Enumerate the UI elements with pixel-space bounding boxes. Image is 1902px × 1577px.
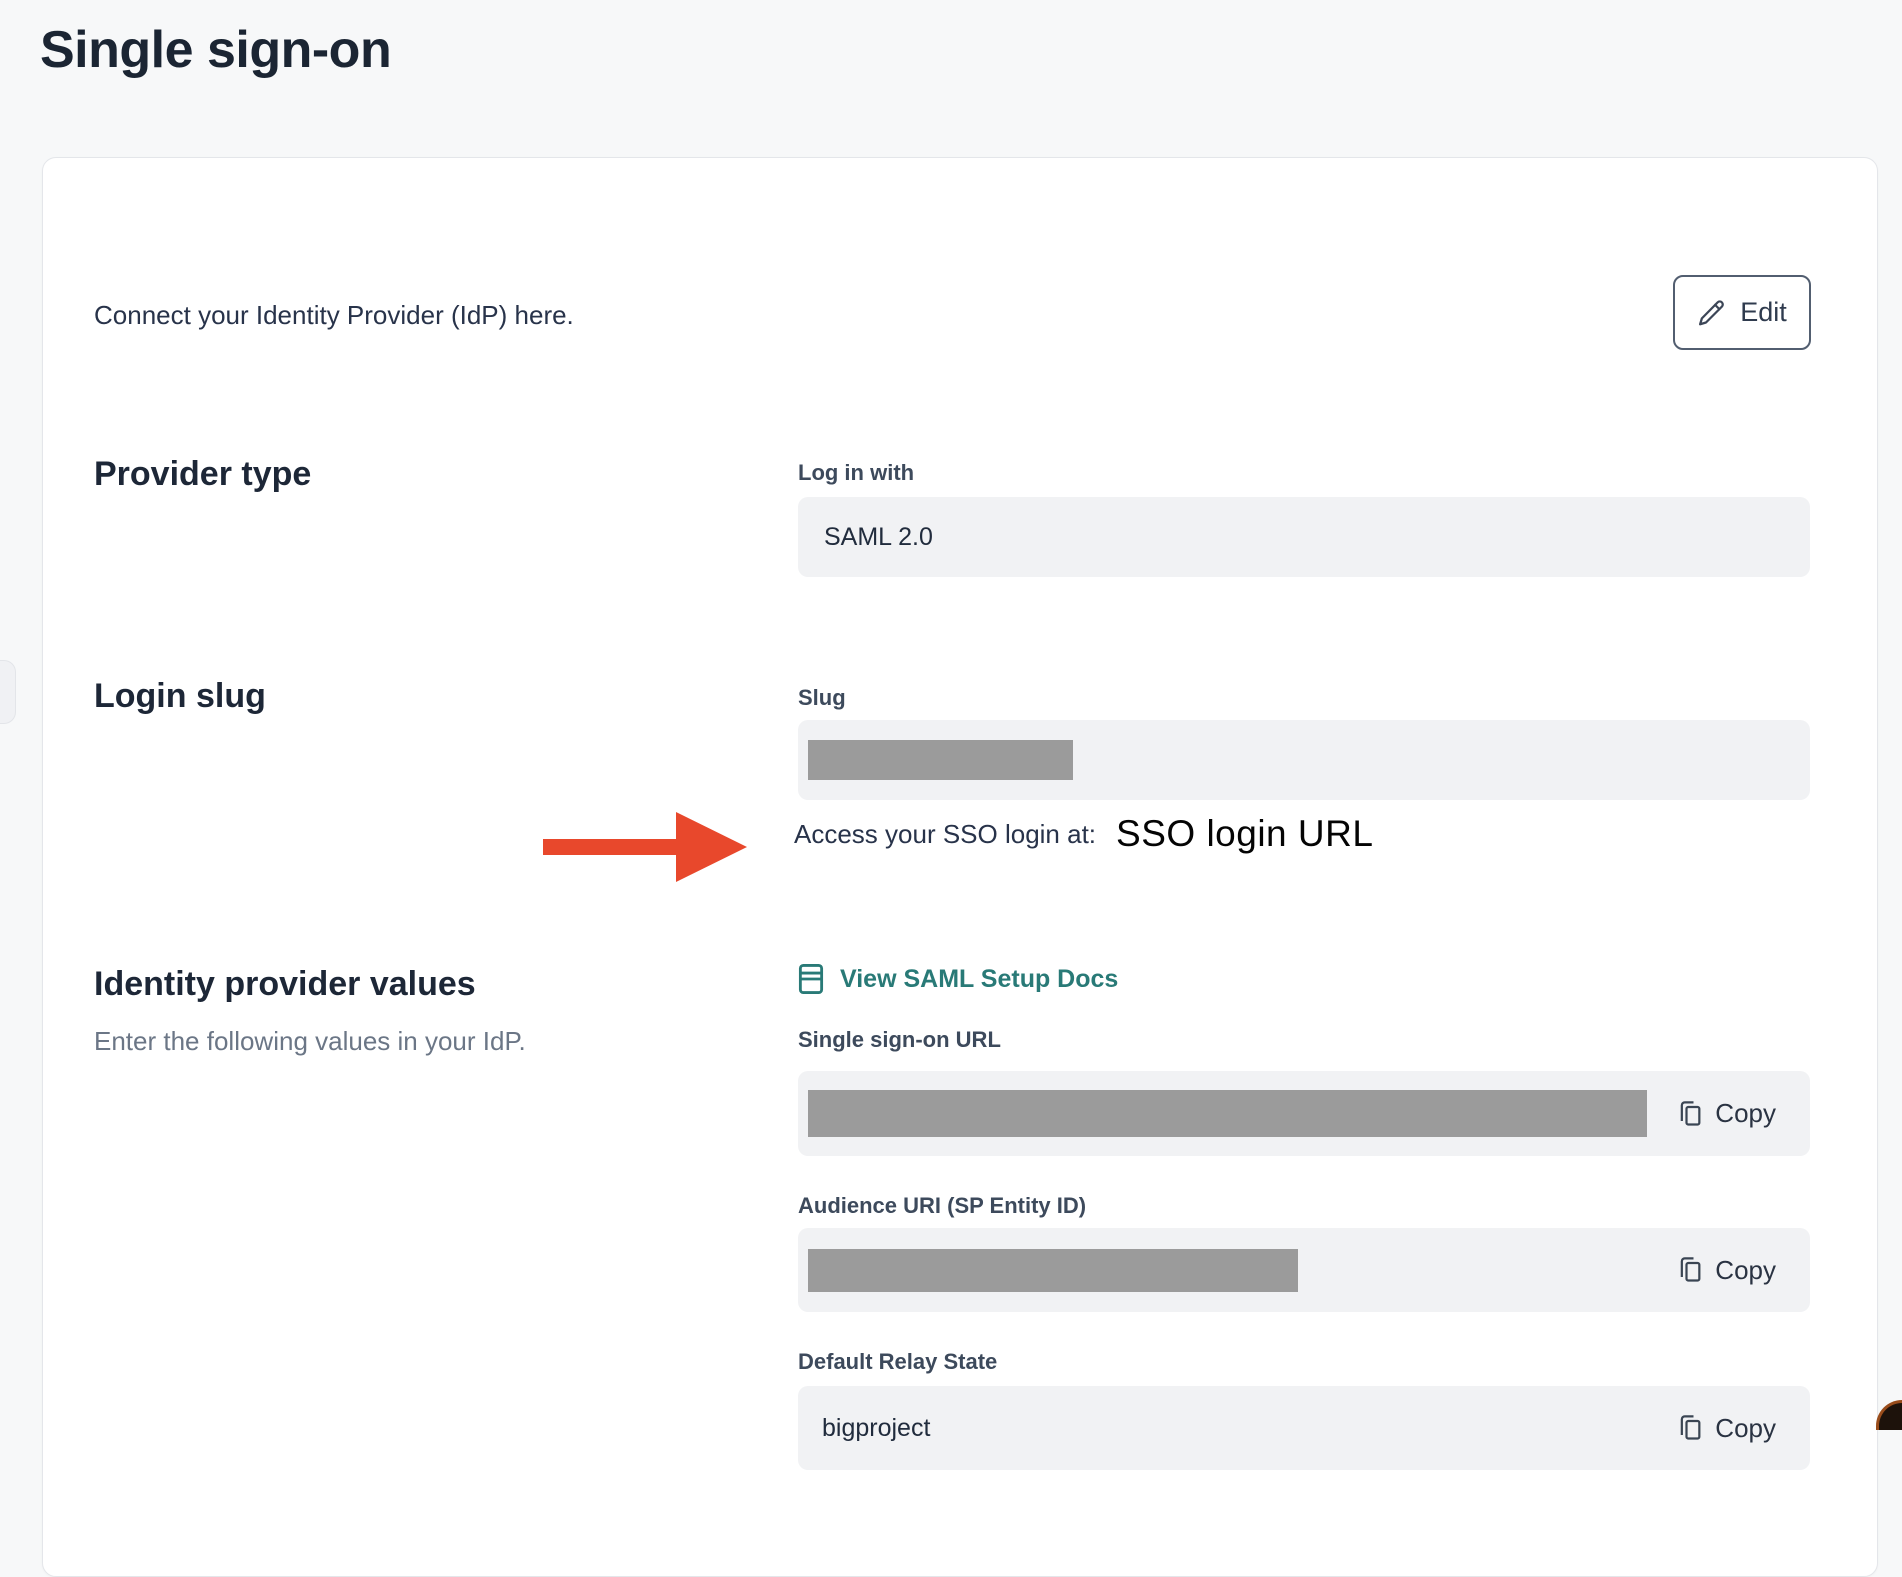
audience-uri-field: Copy [798, 1228, 1810, 1312]
slug-value-redacted [808, 740, 1073, 780]
provider-type-heading: Provider type [94, 455, 312, 493]
intro-text: Connect your Identity Provider (IdP) her… [94, 300, 574, 330]
window-corner-artifact [1876, 1400, 1902, 1430]
copy-label: Copy [1715, 1098, 1776, 1128]
pencil-icon [1697, 298, 1727, 328]
red-arrow-icon [543, 812, 747, 882]
sso-settings-card: Connect your Identity Provider (IdP) her… [42, 157, 1878, 1577]
sso-url-value-redacted [808, 1090, 1647, 1137]
page-title: Single sign-on [40, 21, 392, 79]
provider-type-value: SAML 2.0 [824, 522, 933, 551]
idp-values-heading: Identity provider values [94, 965, 476, 1003]
audience-uri-copy-button[interactable]: Copy [1676, 1254, 1776, 1286]
login-with-label: Log in with [798, 460, 915, 485]
edit-button-label: Edit [1740, 297, 1787, 327]
sso-login-annotation: Access your SSO login at: SSO login URL [794, 813, 1373, 855]
login-slug-heading: Login slug [94, 677, 266, 715]
provider-type-field[interactable]: SAML 2.0 [798, 497, 1810, 577]
audience-uri-label: Audience URI (SP Entity ID) [798, 1193, 1087, 1218]
sso-url-field: Copy [798, 1071, 1810, 1156]
collapsed-sidebar-handle[interactable] [0, 660, 16, 724]
sso-url-label: Single sign-on URL [798, 1027, 1001, 1052]
default-relay-state-label: Default Relay State [798, 1349, 998, 1374]
document-icon [798, 963, 824, 995]
docs-link-label: View SAML Setup Docs [840, 964, 1119, 993]
slug-label: Slug [798, 685, 846, 710]
copy-label: Copy [1715, 1412, 1776, 1443]
idp-values-subtitle: Enter the following values in your IdP. [94, 1026, 526, 1056]
edit-button[interactable]: Edit [1673, 275, 1811, 350]
audience-uri-value-redacted [808, 1248, 1298, 1292]
sso-annotation-prefix: Access your SSO login at: [794, 818, 1097, 849]
default-relay-state-field: bigproject Copy [798, 1386, 1810, 1470]
copy-label: Copy [1715, 1254, 1776, 1285]
sso-url-copy-button[interactable]: Copy [1676, 1098, 1776, 1130]
default-relay-state-value: bigproject [822, 1413, 931, 1442]
slug-field[interactable] [798, 720, 1810, 800]
sso-login-url-text: SSO login URL [1116, 813, 1374, 854]
default-relay-state-copy-button[interactable]: Copy [1676, 1412, 1776, 1444]
view-saml-setup-docs-link[interactable]: View SAML Setup Docs [798, 963, 1118, 995]
